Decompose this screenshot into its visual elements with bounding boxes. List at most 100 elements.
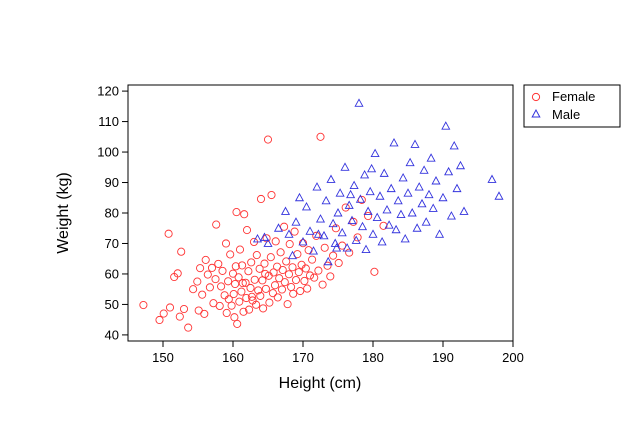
data-point-male xyxy=(360,169,370,179)
data-point-female xyxy=(244,267,253,276)
data-point-male xyxy=(446,211,456,220)
legend: Female Male xyxy=(523,84,621,128)
data-point-female xyxy=(175,312,184,321)
data-point-male xyxy=(393,195,403,205)
data-point-female xyxy=(247,292,256,301)
data-point-male xyxy=(444,166,454,176)
data-point-female xyxy=(334,258,343,268)
y-axis: 40 50 60 70 80 90 100 110 120 xyxy=(97,84,129,342)
data-point-male xyxy=(452,183,462,193)
data-point-male xyxy=(389,137,399,147)
data-point-female xyxy=(310,273,319,282)
data-point-female xyxy=(261,269,270,279)
data-point-female xyxy=(229,290,238,299)
data-point-male xyxy=(328,218,338,228)
data-point-male xyxy=(417,198,427,208)
data-point-female xyxy=(226,250,235,259)
data-point-female xyxy=(300,276,309,286)
data-point-female xyxy=(164,229,173,238)
x-axis-title: Height (cm) xyxy=(279,375,362,392)
x-tick-label: 150 xyxy=(152,350,174,365)
data-point-male xyxy=(441,121,451,130)
data-point-female xyxy=(303,284,312,293)
data-point-female xyxy=(269,268,278,277)
data-point-male xyxy=(326,174,336,183)
y-tick-label: 110 xyxy=(98,114,119,129)
legend-box xyxy=(523,84,621,128)
data-point-male xyxy=(372,212,382,222)
x-tick-label: 180 xyxy=(362,350,384,365)
data-point-male xyxy=(301,201,312,211)
x-tick-label: 200 xyxy=(502,350,524,365)
data-point-male xyxy=(403,188,413,197)
data-point-male xyxy=(351,235,361,244)
data-point-female xyxy=(247,258,256,267)
data-point-male xyxy=(308,246,319,255)
data-point-female xyxy=(288,263,297,272)
data-point-female xyxy=(254,286,263,295)
data-point-male xyxy=(349,180,359,190)
data-point-female xyxy=(201,255,210,264)
data-point-male xyxy=(494,191,504,200)
x-tick-label: 170 xyxy=(292,350,314,365)
data-point-male xyxy=(347,215,357,225)
data-point-female xyxy=(285,240,294,249)
data-point-male xyxy=(434,229,445,238)
data-point-female xyxy=(282,257,291,266)
data-point-female xyxy=(255,264,264,273)
data-point-female xyxy=(291,275,301,285)
y-axis-title: Weight (kg) xyxy=(55,172,72,254)
legend-female-label: Female xyxy=(552,89,595,104)
data-point-female xyxy=(214,259,223,268)
data-point-male xyxy=(344,200,354,209)
data-point-female xyxy=(165,303,175,312)
data-point-female xyxy=(250,275,259,284)
data-point-male xyxy=(252,233,263,243)
data-point-male xyxy=(410,139,420,148)
data-point-female xyxy=(260,259,269,268)
data-point-male xyxy=(449,141,459,150)
data-point-male xyxy=(365,186,375,196)
data-point-male xyxy=(368,229,378,238)
data-point-male xyxy=(355,194,365,203)
data-point-female xyxy=(139,300,148,310)
data-point-female xyxy=(179,304,189,314)
data-point-male xyxy=(407,208,417,217)
data-point-female xyxy=(252,251,261,260)
data-point-female xyxy=(301,264,310,273)
data-point-female xyxy=(326,272,335,281)
data-point-male xyxy=(342,243,352,252)
data-point-female xyxy=(294,268,303,277)
data-point-female xyxy=(235,297,244,306)
data-point-female xyxy=(233,319,242,328)
data-point-male xyxy=(259,232,270,241)
data-point-female xyxy=(218,266,227,275)
data-point-male xyxy=(346,189,356,199)
data-point-female xyxy=(298,239,308,248)
data-point-female xyxy=(261,284,270,293)
data-point-female xyxy=(238,261,247,270)
y-tick-label: 90 xyxy=(105,175,119,190)
data-point-male xyxy=(335,188,345,197)
data-point-female xyxy=(245,305,254,314)
data-point-female xyxy=(221,239,231,248)
data-point-female xyxy=(341,203,350,212)
data-point-female xyxy=(284,270,294,279)
series-female xyxy=(139,132,388,332)
data-point-female xyxy=(345,248,354,257)
data-point-female xyxy=(277,285,287,294)
y-tick-label: 70 xyxy=(105,236,119,251)
data-point-female xyxy=(224,277,233,286)
data-point-male xyxy=(291,217,301,226)
data-point-female xyxy=(308,255,317,264)
data-point-female xyxy=(320,243,329,252)
data-point-female xyxy=(205,283,214,292)
data-point-male xyxy=(379,168,389,177)
data-point-female xyxy=(270,281,280,290)
data-point-female xyxy=(198,290,207,299)
data-point-female xyxy=(234,273,243,282)
data-point-female xyxy=(203,270,212,279)
legend-female-marker xyxy=(531,92,541,102)
data-point-male xyxy=(263,238,273,247)
data-point-male xyxy=(382,205,392,214)
